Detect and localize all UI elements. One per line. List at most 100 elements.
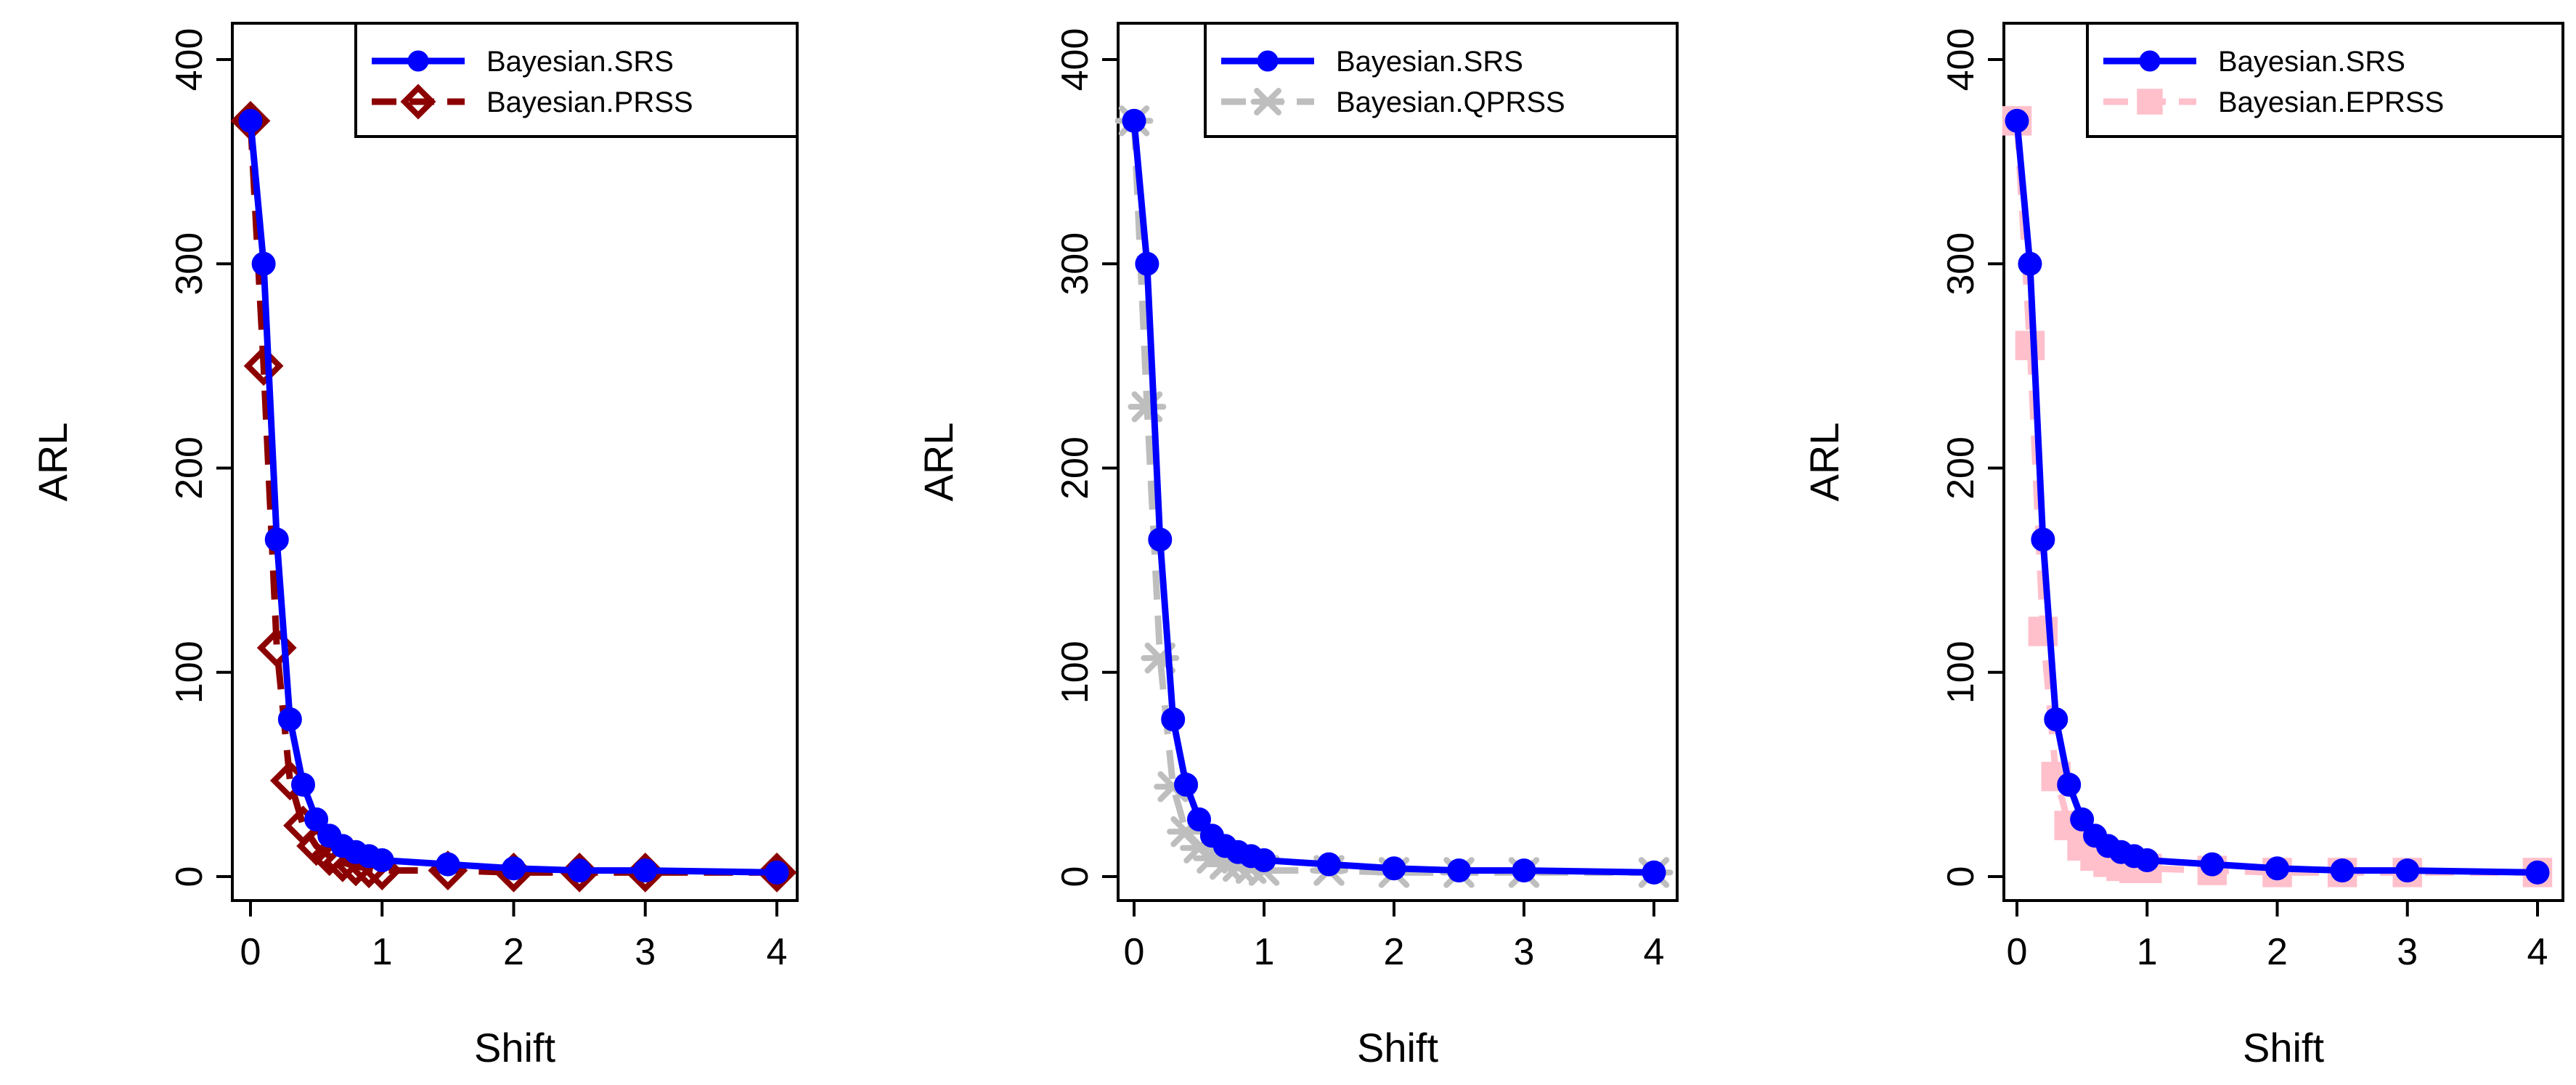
data-point-Bayesian.SRS [2525, 860, 2550, 885]
x-tick-label: 3 [1514, 931, 1535, 973]
y-axis-title: ARL [30, 423, 76, 502]
x-tick-label: 2 [1384, 931, 1405, 973]
x-axis-title: Shift [2243, 1025, 2324, 1070]
series-line-Bayesian.SRS [2013, 120, 2538, 876]
plot-frame [231, 22, 799, 902]
data-point-Bayesian.SRS [567, 858, 592, 883]
data-point-Bayesian.SRS [436, 852, 460, 877]
data-point-Bayesian.SRS [1122, 108, 1146, 133]
legend-box [1204, 22, 1679, 138]
data-point-Bayesian.SRS [765, 860, 789, 885]
data-point-Bayesian.SRS [2005, 108, 2029, 133]
data-point-Bayesian.SRS [2330, 858, 2355, 883]
legend-marker [407, 50, 429, 72]
data-point-Bayesian.SRS [1135, 251, 1159, 276]
legend-marker [400, 84, 436, 120]
y-axis-title: ARL [1801, 423, 1847, 502]
data-point-Bayesian.SRS [291, 772, 315, 797]
x-tick-label: 4 [1644, 931, 1665, 973]
x-tick-label: 1 [372, 931, 393, 973]
x-tick-label: 1 [1254, 931, 1275, 973]
legend-label: Bayesian.PRSS [486, 86, 693, 118]
data-point-Bayesian.SRS [1148, 527, 1173, 552]
y-tick-label: 400 [1054, 28, 1096, 92]
x-tick-label: 0 [1124, 931, 1145, 973]
legend-marker [1250, 88, 1285, 115]
y-tick-label: 400 [1940, 28, 1982, 92]
data-point-Bayesian.SRS [1642, 860, 1666, 885]
legend-marker [2137, 89, 2163, 115]
y-tick-label: 400 [168, 28, 211, 92]
data-point-Bayesian.SRS [633, 858, 658, 883]
y-axis-title: ARL [916, 423, 961, 502]
data-point-Bayesian.SRS [2070, 807, 2095, 832]
data-point-Bayesian.SRS [1382, 856, 1406, 881]
y-tick-label: 300 [168, 232, 211, 296]
legend-label: Bayesian.SRS [2218, 46, 2405, 78]
data-point-Bayesian.SRS [1252, 848, 1276, 872]
data-point-Bayesian.SRS [2057, 772, 2082, 797]
series-line-Bayesian.SRS [247, 120, 778, 876]
data-point-Bayesian.SRS [2395, 858, 2420, 883]
x-tick-label: 2 [503, 931, 524, 973]
data-point-Bayesian.SRS [2044, 707, 2068, 731]
chart-panel-3: 0 1 2 3 40100200300400ShiftARLBayesian.SRSBa… [1801, 22, 2564, 1070]
y-tick-label: 0 [1940, 866, 1982, 887]
chart-panel-2: 0 1 2 3 40100200300400ShiftARLBayesian.SRSBa… [916, 22, 1679, 1070]
y-tick-label: 200 [1940, 436, 1982, 500]
y-tick-label: 200 [1054, 436, 1096, 500]
data-point-Bayesian.SRS [2200, 852, 2225, 877]
data-point-Bayesian.SRS [238, 108, 263, 133]
y-tick-label: 100 [1054, 641, 1096, 704]
data-point-Bayesian.SRS [1174, 772, 1199, 797]
data-point-Bayesian.SRS [502, 856, 526, 881]
y-tick-label: 0 [1054, 866, 1096, 887]
chart-panel-1: 0 1 2 3 40100200300400ShiftARLBayesian.SRSBa… [30, 22, 799, 1070]
series-line-Bayesian.QPRSS [1130, 121, 1654, 876]
data-point-Bayesian.SRS [277, 707, 302, 731]
y-tick-label: 300 [1940, 232, 1982, 296]
x-axis-title: Shift [1357, 1025, 1438, 1070]
y-tick-label: 200 [168, 436, 211, 500]
data-point-Bayesian.EPRSS [2015, 330, 2045, 360]
series-line-Bayesian.EPRSS [2013, 121, 2538, 876]
data-point-Bayesian.SRS [2018, 251, 2042, 276]
data-point-Bayesian.SRS [1161, 707, 1186, 731]
legend: Bayesian.SRS Bayesian.PRSS [354, 22, 799, 138]
legend-marker [1257, 50, 1279, 72]
x-tick-label: 4 [2527, 931, 2548, 973]
data-point-Bayesian.SRS [1317, 852, 1341, 877]
data-point-Bayesian.PRSS [243, 346, 284, 386]
legend-label: Bayesian.SRS [486, 46, 674, 78]
x-tick-label: 3 [635, 931, 656, 973]
x-axis-title: Shift [474, 1025, 555, 1070]
data-point-Bayesian.SRS [2135, 848, 2159, 872]
data-point-Bayesian.SRS [264, 527, 289, 552]
y-tick-label: 100 [168, 641, 211, 704]
plot-frame [2002, 22, 2564, 902]
y-tick-label: 100 [1940, 641, 1982, 704]
legend-label: Bayesian.EPRSS [2218, 86, 2444, 118]
legend-box [2086, 22, 2564, 138]
data-point-Bayesian.SRS [1447, 858, 1471, 883]
plot-frame [1117, 22, 1679, 902]
x-tick-label: 0 [240, 931, 261, 973]
series-line-Bayesian.PRSS [247, 121, 777, 876]
legend-label: Bayesian.SRS [1336, 46, 1523, 78]
x-tick-label: 0 [2007, 931, 2028, 973]
legend-marker [2139, 50, 2161, 72]
data-point-Bayesian.SRS [370, 848, 394, 872]
legend-box [354, 22, 799, 138]
legend: Bayesian.SRS Bayesian.QPRSS [1204, 22, 1679, 138]
x-tick-label: 3 [2397, 931, 2418, 973]
data-point-Bayesian.SRS [251, 251, 276, 276]
legend-label: Bayesian.QPRSS [1336, 86, 1565, 118]
data-point-Bayesian.SRS [2031, 527, 2055, 552]
y-tick-label: 300 [1054, 232, 1096, 296]
data-point-Bayesian.SRS [1512, 858, 1536, 883]
series-line-Bayesian.SRS [1130, 120, 1655, 876]
data-point-Bayesian.SRS [2265, 856, 2289, 881]
x-tick-label: 2 [2267, 931, 2288, 973]
x-tick-label: 4 [767, 931, 788, 973]
